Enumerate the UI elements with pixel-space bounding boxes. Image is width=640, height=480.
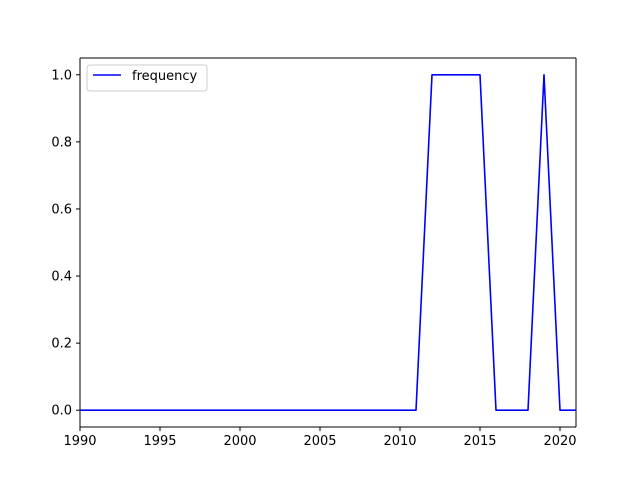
legend: frequency bbox=[86, 64, 208, 92]
legend-box bbox=[86, 64, 208, 92]
y-tick-label: 1.0 bbox=[51, 68, 72, 83]
axes-frame bbox=[79, 57, 577, 428]
y-tick-label: 0.4 bbox=[51, 270, 72, 285]
x-tick-label: 1995 bbox=[143, 434, 176, 449]
y-tick-label: 0.6 bbox=[51, 202, 72, 217]
y-tick-label: 0.2 bbox=[51, 337, 72, 352]
x-tick-label: 2000 bbox=[223, 434, 256, 449]
x-tick-label: 1990 bbox=[63, 434, 96, 449]
x-tick-label: 2010 bbox=[383, 434, 416, 449]
x-tick-label: 2005 bbox=[303, 434, 336, 449]
y-tick-label: 0.0 bbox=[51, 404, 72, 419]
x-axis-ticks: 1990 1995 2000 2005 2010 2015 2020 bbox=[63, 427, 577, 449]
x-tick-label: 2015 bbox=[463, 434, 496, 449]
x-tick-label: 2020 bbox=[543, 434, 576, 449]
y-axis-ticks: 0.0 0.2 0.4 0.6 0.8 1.0 bbox=[51, 68, 80, 419]
plot-area bbox=[80, 58, 576, 427]
series-line-frequency bbox=[80, 73, 576, 412]
y-tick-label: 0.8 bbox=[51, 135, 72, 150]
legend-label-frequency: frequency bbox=[132, 69, 198, 84]
series-layer bbox=[80, 73, 576, 412]
